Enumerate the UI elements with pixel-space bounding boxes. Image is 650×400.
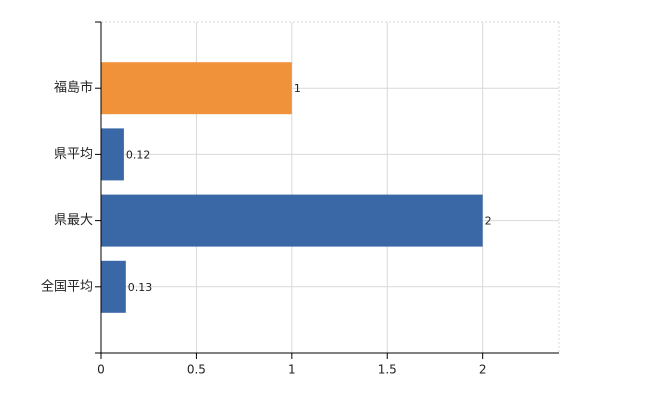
bar bbox=[101, 260, 126, 313]
x-tick-label: 2 bbox=[479, 363, 487, 377]
data-label: 2 bbox=[485, 215, 492, 228]
x-tick-label: 0.5 bbox=[187, 363, 206, 377]
x-tick-label: 0 bbox=[97, 363, 105, 377]
bar bbox=[101, 194, 483, 247]
bar bbox=[101, 62, 292, 115]
y-tick-label: 全国平均 bbox=[41, 278, 93, 294]
bar bbox=[101, 128, 124, 181]
x-tick-label: 1.5 bbox=[378, 363, 397, 377]
data-label: 0.13 bbox=[128, 281, 153, 294]
data-label: 0.12 bbox=[126, 148, 150, 161]
y-tick-label: 県最大 bbox=[54, 213, 93, 228]
x-tick-label: 1 bbox=[288, 363, 296, 377]
data-label: 1 bbox=[294, 82, 301, 95]
y-tick-label: 県平均 bbox=[54, 147, 93, 162]
y-tick-label: 福島市 bbox=[54, 80, 93, 96]
